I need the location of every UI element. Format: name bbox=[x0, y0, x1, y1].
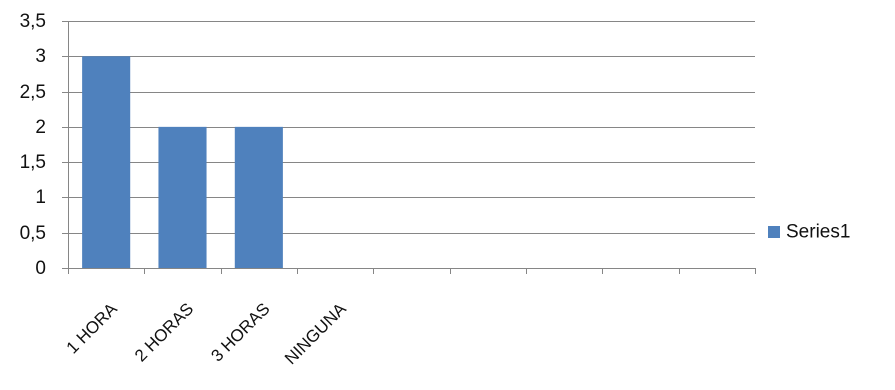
axes bbox=[62, 21, 756, 274]
y-tick-label: 3,5 bbox=[20, 11, 46, 32]
y-tick-label: 2,5 bbox=[20, 82, 46, 103]
x-tick-label: 2 HORAS bbox=[131, 299, 197, 365]
y-tick-labels: 0 0,5 1 1,5 2 2,5 3 3,5 bbox=[20, 11, 46, 279]
bar bbox=[158, 126, 207, 268]
y-tick-label: 0,5 bbox=[20, 223, 46, 244]
legend-label: Series1 bbox=[786, 222, 850, 243]
y-tick-label: 1 bbox=[35, 187, 46, 208]
x-tick-label: 3 HORAS bbox=[207, 299, 273, 365]
bar bbox=[82, 56, 131, 269]
legend-swatch bbox=[768, 226, 780, 238]
y-tick-label: 2 bbox=[35, 117, 46, 138]
y-tick-label: 3 bbox=[35, 46, 46, 67]
bar bbox=[234, 126, 283, 268]
bars bbox=[82, 56, 283, 269]
y-tick-label: 0 bbox=[35, 258, 46, 279]
x-tick-labels: 1 HORA 2 HORAS 3 HORAS NINGUNA bbox=[63, 299, 351, 368]
legend: Series1 bbox=[768, 222, 850, 243]
x-tick-label: 1 HORA bbox=[63, 299, 122, 358]
y-tick-label: 1,5 bbox=[20, 152, 46, 173]
x-tick-label: NINGUNA bbox=[281, 299, 350, 368]
